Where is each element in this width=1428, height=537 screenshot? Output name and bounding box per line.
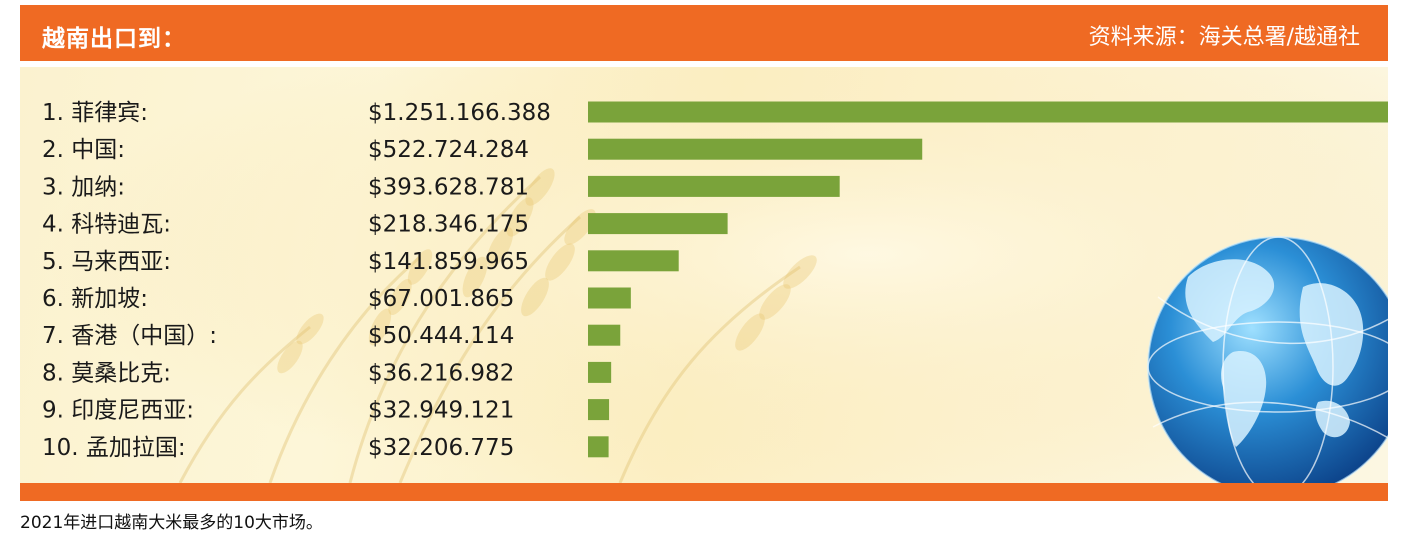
footer-bar	[20, 483, 1388, 501]
data-label: $32.206.775	[368, 435, 514, 461]
bar	[588, 213, 728, 235]
data-label: $522.724.284	[368, 137, 529, 163]
rice-plant-background	[20, 67, 1388, 483]
bar	[588, 250, 679, 272]
category-label: 3. 加纳:	[42, 174, 125, 200]
data-label: $1.251.166.388	[368, 100, 551, 126]
bar	[588, 399, 610, 421]
figure-caption: 2021年进口越南大米最多的10大市场。	[20, 513, 323, 533]
category-label: 2. 中国:	[42, 137, 125, 163]
bar	[588, 361, 612, 383]
category-label: 4. 科特迪瓦:	[42, 212, 171, 238]
bar	[588, 138, 923, 160]
bar	[588, 287, 631, 309]
category-label: 6. 新加坡:	[42, 286, 148, 312]
chart-area: 1. 菲律宾: $1.251.166.388 2. 中国: $522.724.284 3…	[20, 67, 1388, 483]
data-label: $50.444.114	[368, 323, 514, 349]
globe-icon	[1147, 236, 1388, 483]
data-label: $393.628.781	[368, 174, 529, 200]
data-label: $67.001.865	[368, 286, 514, 312]
data-label: $218.346.175	[368, 212, 529, 238]
bar	[588, 324, 621, 346]
category-label: 9. 印度尼西亚:	[42, 398, 194, 424]
header-bar: 越南出口到： 资料来源：海关总署/越通社	[20, 5, 1388, 61]
bar-chart: 1. 菲律宾: $1.251.166.388 2. 中国: $522.724.284 3…	[42, 100, 1388, 461]
category-label: 8. 莫桑比克:	[42, 360, 171, 386]
chart-title: 越南出口到：	[42, 26, 186, 52]
data-label: $36.216.982	[368, 360, 514, 386]
data-label: $32.949.121	[368, 398, 514, 424]
bar	[588, 101, 1388, 123]
category-label: 7. 香港（中国）:	[42, 323, 217, 349]
category-label: 1. 菲律宾:	[42, 100, 148, 126]
category-label: 10. 孟加拉国:	[42, 435, 186, 461]
source-note: 资料来源：海关总署/越通社	[1088, 25, 1360, 50]
data-label: $141.859.965	[368, 249, 529, 275]
bar	[588, 175, 840, 197]
infographic-frame: 越南出口到： 资料来源：海关总署/越通社	[20, 5, 1388, 501]
category-label: 5. 马来西亚:	[42, 249, 171, 275]
bar	[588, 436, 609, 458]
